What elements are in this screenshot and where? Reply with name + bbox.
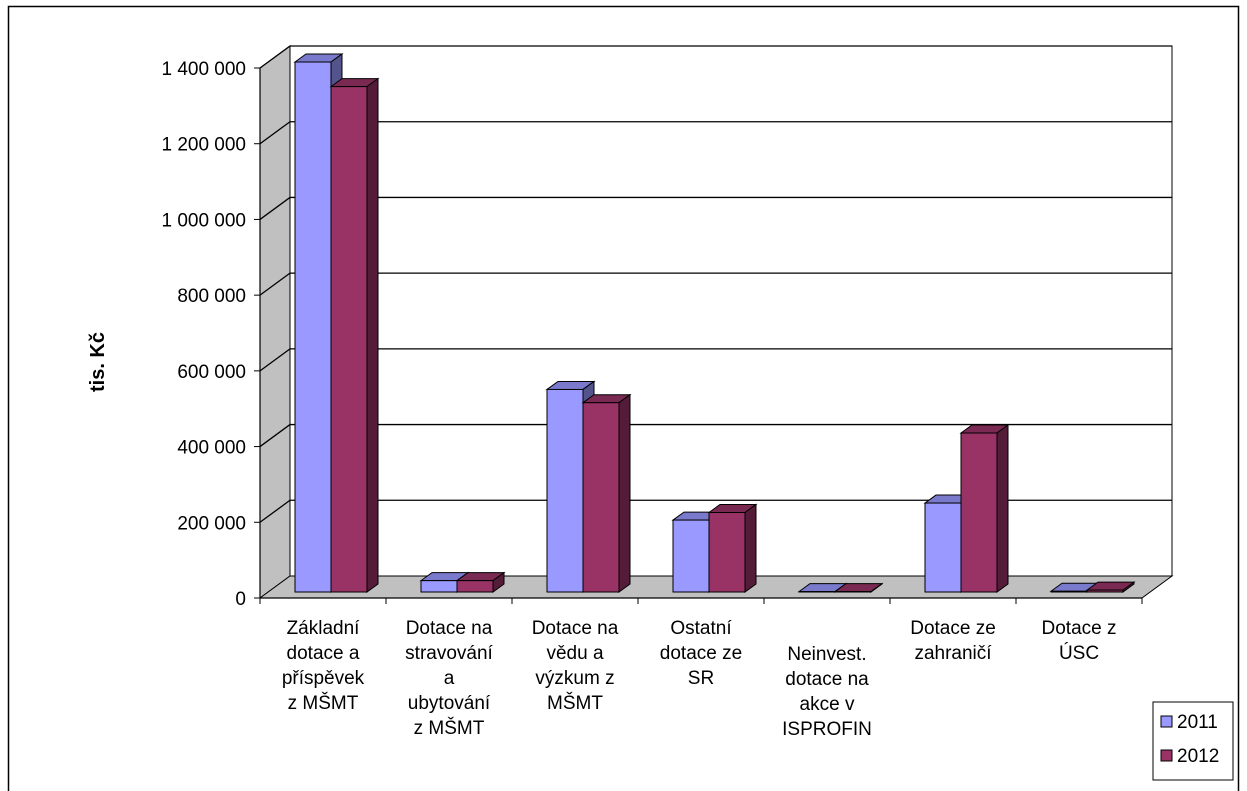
gridline-side: [259, 196, 291, 220]
x-category-label-line: akce v: [800, 694, 855, 715]
bar-side: [744, 503, 757, 593]
bars: [293, 53, 1136, 593]
bar: [329, 77, 380, 593]
x-category-label: Dotace na vědu a výzkum z MŠMT: [532, 618, 619, 714]
legend-swatch: [1160, 715, 1173, 728]
y-tick-label: 400 000: [177, 438, 246, 459]
gridlines: [259, 45, 1172, 523]
axes: [254, 67, 1143, 604]
x-category-label: Dotace ze zahraničí: [910, 618, 996, 664]
bar: [455, 571, 506, 593]
x-category-label-line: SR: [688, 668, 714, 689]
bar-side: [618, 393, 631, 593]
bar-front: [420, 580, 458, 593]
x-category-label: Neinvest. dotace na akce v ISPROFIN: [782, 644, 872, 740]
bar-front: [294, 61, 332, 593]
x-category-label-line: ubytování: [408, 693, 491, 714]
x-category-label-line: ÚSC: [1059, 642, 1099, 664]
x-category-label: Dotace z ÚSC: [1042, 618, 1117, 664]
legend-label: 2012: [1177, 746, 1219, 767]
side-wall: [259, 45, 291, 599]
bar-front: [960, 432, 998, 593]
bar-front: [708, 512, 746, 593]
y-tick-label: 1 200 000: [161, 135, 246, 156]
x-category-label-line: Dotace z: [1042, 618, 1117, 639]
x-category-label-line: zahraničí: [914, 643, 992, 664]
x-category-label-line: vědu a: [546, 643, 603, 664]
bar-side: [366, 77, 379, 593]
back-wall: [289, 45, 1173, 577]
gridline-side: [259, 45, 291, 69]
y-tick-label: 200 000: [177, 513, 246, 534]
x-category-label-line: dotace a: [287, 643, 360, 664]
gridline-side: [259, 348, 291, 372]
bar-front: [672, 519, 710, 593]
bar: [833, 582, 884, 593]
y-tick-label: 800 000: [177, 286, 246, 307]
x-category-label: Ostatní dotace ze SR: [660, 618, 742, 689]
x-category-label-line: z MŠMT: [288, 692, 359, 714]
x-category-label-line: dotace na: [785, 669, 869, 690]
x-category-label-line: Dotace na: [406, 618, 493, 639]
y-tick-label: 1 400 000: [161, 59, 246, 80]
bar: [581, 393, 632, 593]
legend-box: [1152, 701, 1234, 781]
y-tick-label: 0: [235, 589, 246, 610]
x-category-label-line: Dotace ze: [910, 618, 996, 639]
x-category-label-line: MŠMT: [547, 692, 603, 714]
x-category-label-line: dotace ze: [660, 643, 742, 664]
bar-front: [456, 580, 494, 593]
legend-swatch: [1160, 749, 1173, 762]
x-category-label-line: příspěvek: [282, 668, 365, 689]
x-category-label-line: Ostatní: [670, 618, 732, 639]
gridline-side: [259, 121, 291, 145]
bar-front: [546, 388, 584, 593]
legend-label: 2011: [1177, 712, 1218, 733]
bar-front: [1086, 589, 1124, 593]
gridline-side: [259, 499, 291, 523]
x-category-label-line: ISPROFIN: [782, 719, 872, 740]
x-category-label-line: Neinvest.: [787, 644, 866, 665]
x-category-label-line: z MŠMT: [414, 717, 485, 739]
x-category-label-line: a: [444, 668, 455, 689]
x-category-label-line: Základní: [287, 618, 361, 639]
bar-front: [582, 402, 620, 593]
bar: [707, 503, 758, 593]
gridline-side: [259, 272, 291, 296]
bar: [959, 424, 1010, 593]
x-category-label: Základní dotace a příspěvek z MŠMT: [282, 618, 365, 714]
bar: [1085, 581, 1136, 593]
bar-front: [924, 502, 962, 593]
x-category-label-line: stravování: [405, 643, 493, 664]
x-category-label-line: Dotace na: [532, 618, 619, 639]
x-category-label-line: výzkum z: [535, 668, 614, 689]
y-tick-labels: 0 200 000 400 000 600 000 800 000 1 000 000 1 …: [161, 59, 246, 610]
gridline-side: [259, 424, 291, 448]
legend: 2011 2012: [1152, 701, 1234, 781]
y-tick-label: 1 000 000: [161, 210, 246, 231]
y-tick-label: 600 000: [177, 362, 246, 383]
y-axis-label: tis. Kč: [87, 332, 109, 392]
bar-front: [1050, 590, 1088, 593]
bar-front: [330, 86, 368, 593]
x-category-label: Dotace na stravování a ubytování z MŠMT: [405, 618, 493, 739]
bar-side: [996, 424, 1009, 593]
